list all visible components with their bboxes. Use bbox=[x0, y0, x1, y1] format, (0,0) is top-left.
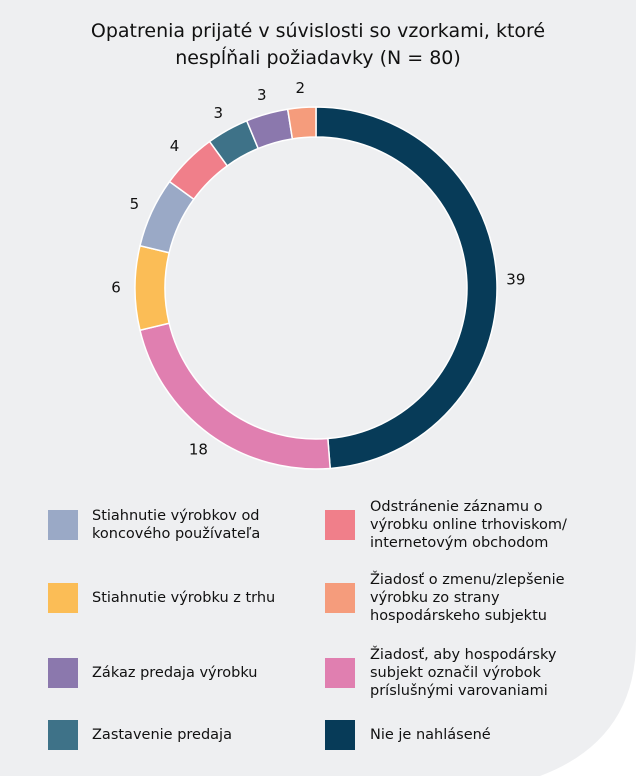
data-label: 4 bbox=[170, 137, 180, 155]
legend-swatch bbox=[325, 658, 355, 688]
legend-swatch bbox=[48, 658, 78, 688]
legend-swatch bbox=[48, 720, 78, 750]
legend-swatch bbox=[325, 720, 355, 750]
legend-swatch bbox=[48, 510, 78, 540]
legend-swatch bbox=[325, 583, 355, 613]
donut-slice bbox=[134, 244, 171, 332]
legend-label: Žiadosť o zmenu/zlepšenie výrobku zo str… bbox=[370, 572, 565, 624]
data-label: 3 bbox=[257, 86, 267, 104]
chart-title: Opatrenia prijaté v súvislosti so vzorka… bbox=[90, 20, 546, 69]
data-label: 6 bbox=[111, 279, 121, 297]
legend-label: Žiadosť, aby hospodársky subjekt označil… bbox=[370, 647, 557, 699]
data-label: 3 bbox=[214, 104, 224, 122]
data-label: 2 bbox=[296, 79, 306, 97]
donut-slice bbox=[139, 322, 332, 470]
legend-swatch bbox=[48, 583, 78, 613]
data-label: 5 bbox=[130, 195, 140, 213]
legend-label: Zákaz predaja výrobku bbox=[92, 665, 258, 681]
legend-label: Stiahnutie výrobkov od koncového používa… bbox=[92, 508, 261, 542]
donut-slice bbox=[286, 106, 317, 140]
data-label: 39 bbox=[506, 271, 525, 289]
donut-slice bbox=[315, 106, 498, 470]
legend-label: Nie je nahlásené bbox=[370, 727, 491, 743]
legend-swatch bbox=[325, 510, 355, 540]
data-label: 18 bbox=[189, 440, 208, 458]
legend-label: Zastavenie predaja bbox=[92, 727, 232, 743]
legend-label: Odstránenie záznamu o výrobku online trh… bbox=[370, 499, 567, 551]
legend-label: Stiahnutie výrobku z trhu bbox=[92, 590, 276, 606]
